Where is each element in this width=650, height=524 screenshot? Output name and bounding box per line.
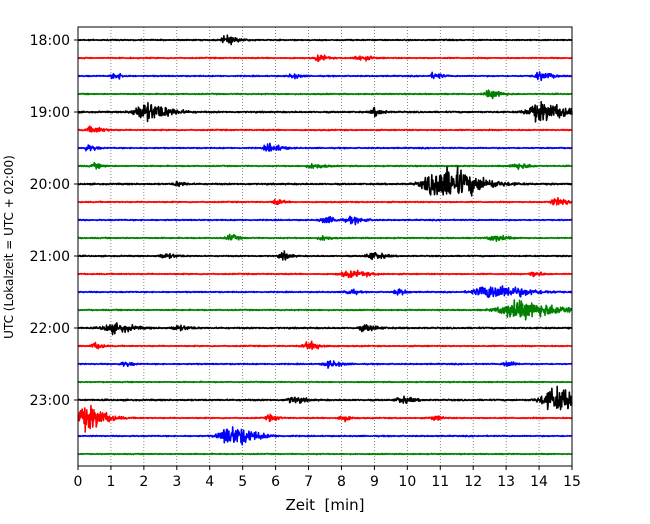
trace-1930 xyxy=(77,142,573,152)
x-tick-label: 6 xyxy=(271,474,280,490)
trace-2145 xyxy=(77,299,573,321)
trace-2030 xyxy=(77,215,573,226)
trace-2245 xyxy=(77,380,573,384)
trace-1815 xyxy=(77,54,573,62)
x-tick-label: 4 xyxy=(205,474,214,490)
x-tick-label: 9 xyxy=(370,474,379,490)
trace-2115 xyxy=(77,269,573,279)
trace-1800 xyxy=(77,34,573,46)
trace-2315 xyxy=(77,404,573,433)
trace-2045 xyxy=(77,233,573,243)
trace-1830 xyxy=(77,71,573,82)
x-tick-label: 3 xyxy=(172,474,181,490)
x-tick-label: 0 xyxy=(74,474,83,490)
trace-1945 xyxy=(77,161,573,171)
y-tick-label: 21:00 xyxy=(30,249,70,265)
y-tick-label: 18:00 xyxy=(30,33,70,49)
x-tick-label: 11 xyxy=(431,474,449,490)
trace-2215 xyxy=(77,340,573,350)
x-tick-label: 2 xyxy=(139,474,148,490)
trace-2100 xyxy=(77,250,573,261)
x-tick-label: 13 xyxy=(497,474,515,490)
trace-2015 xyxy=(77,196,573,206)
trace-2230 xyxy=(77,360,573,369)
x-tick-label: 10 xyxy=(398,474,416,490)
trace-2130 xyxy=(77,285,573,299)
seismic-traces xyxy=(77,34,573,456)
x-tick-label: 8 xyxy=(337,474,346,490)
grid-lines xyxy=(110,27,540,466)
x-tick-label: 12 xyxy=(464,474,482,490)
y-tick-label: 22:00 xyxy=(30,321,70,337)
x-axis-label: Zeit [min] xyxy=(285,496,364,514)
x-tick-label: 15 xyxy=(563,474,581,490)
x-tick-label: 7 xyxy=(304,474,313,490)
trace-2330 xyxy=(77,426,573,446)
plot-frame xyxy=(77,26,573,467)
trace-1845 xyxy=(77,89,573,100)
x-tick-label: 5 xyxy=(238,474,247,490)
y-axis-label: UTC (Lokalzeit = UTC + 02:00) xyxy=(2,155,16,339)
trace-2345 xyxy=(77,452,573,456)
y-tick-label: 20:00 xyxy=(30,177,70,193)
x-tick-label: 14 xyxy=(530,474,548,490)
x-tick-label: 1 xyxy=(106,474,115,490)
trace-1915 xyxy=(77,125,573,133)
trace-1900 xyxy=(77,100,573,123)
trace-2300 xyxy=(77,385,573,411)
axis-ticks: 0 1 2 3 4 5 6 7 8 9 10 11 12 13 14 1518:0019:0020:0021:… xyxy=(30,33,581,490)
y-tick-label: 23:00 xyxy=(30,393,70,409)
trace-2000 xyxy=(77,166,573,197)
y-tick-label: 19:00 xyxy=(30,105,70,121)
trace-2200 xyxy=(77,322,573,336)
